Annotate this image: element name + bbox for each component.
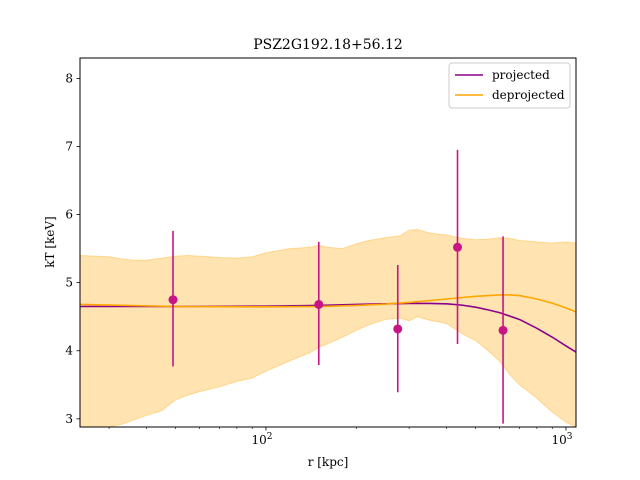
y-tick-label: 4 (65, 344, 73, 358)
x-tick-label: 103 (551, 432, 572, 447)
legend: projected deprojected (448, 62, 571, 109)
data-point-5 (498, 236, 508, 424)
plot-frame (79, 57, 577, 428)
legend-label-deprojected: deprojected (492, 88, 565, 102)
point-marker (314, 299, 324, 309)
data-point-4 (453, 149, 463, 344)
data-point-3 (393, 264, 403, 393)
legend-label-projected: projected (492, 68, 550, 82)
y-tick-label: 3 (65, 412, 73, 426)
x-axis-label: r [kpc] (308, 455, 349, 469)
data-point-1 (168, 230, 178, 367)
x-tick-label: 102 (251, 432, 272, 447)
point-marker (168, 295, 178, 305)
point-marker (453, 242, 463, 252)
y-axis-label: kT [keV] (43, 216, 57, 268)
deprojected-band (80, 229, 576, 427)
series-line-deprojected (80, 294, 576, 313)
series-line-projected (80, 302, 576, 353)
y-axis: 3 4 5 6 7 8 (65, 71, 80, 426)
y-tick-label: 6 (65, 208, 73, 222)
y-tick-label: 7 (65, 140, 73, 154)
chart-title: PSZ2G192.18+56.12 (253, 37, 403, 53)
plot-area (80, 149, 576, 427)
y-tick-label: 8 (65, 71, 73, 85)
y-tick-label: 5 (65, 276, 73, 290)
point-marker (393, 324, 403, 334)
point-marker (498, 325, 508, 335)
x-axis: 102 103 (108, 427, 573, 447)
data-point-2 (314, 241, 324, 366)
